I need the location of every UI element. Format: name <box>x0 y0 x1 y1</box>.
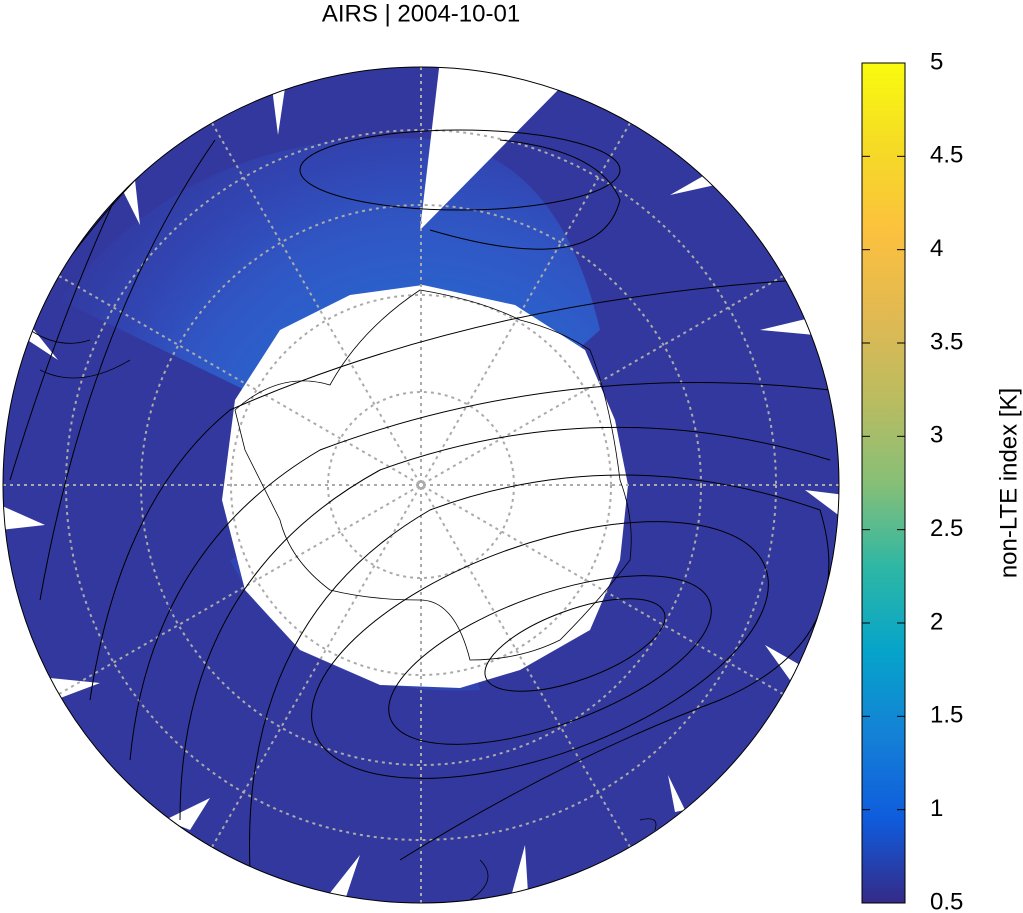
colorbar-tick-label: 4 <box>930 235 943 262</box>
colorbar-tick-label: 1.5 <box>930 702 963 729</box>
colorbar-tick-label: 3 <box>930 422 943 449</box>
colorbar-tick-label: 0.5 <box>930 888 963 913</box>
map <box>3 67 839 903</box>
colorbar-tick-label: 2.5 <box>930 515 963 542</box>
coastline <box>29 289 657 901</box>
colorbar-tick-label: 4.5 <box>930 142 963 169</box>
graticule <box>3 67 839 903</box>
colorbar-tick-label: 1 <box>930 795 943 822</box>
colorbar-tick-label: 3.5 <box>930 328 963 355</box>
colorbar-label: non-LTE index [K] <box>995 388 1022 578</box>
map-title: AIRS | 2004-10-01 <box>322 0 520 27</box>
colorbar-tick-label: 2 <box>930 608 943 635</box>
colorbar <box>861 62 906 904</box>
colorbar-tick-label: 5 <box>930 48 943 75</box>
map-border <box>2 66 840 904</box>
